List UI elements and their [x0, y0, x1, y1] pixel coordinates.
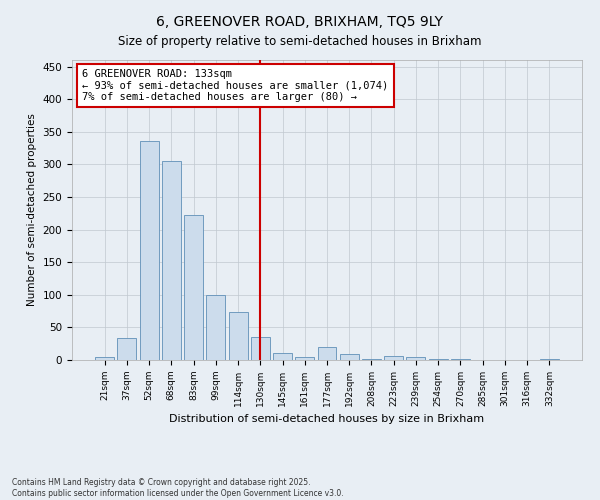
Bar [340, 354, 359, 360]
Bar [540, 358, 559, 360]
Bar [295, 356, 314, 360]
Bar [251, 336, 270, 360]
Bar [317, 347, 337, 360]
Bar [95, 356, 114, 360]
Bar [162, 161, 181, 360]
Bar [229, 312, 248, 360]
Text: Size of property relative to semi-detached houses in Brixham: Size of property relative to semi-detach… [118, 35, 482, 48]
Bar [140, 141, 158, 360]
Bar [273, 354, 292, 360]
X-axis label: Distribution of semi-detached houses by size in Brixham: Distribution of semi-detached houses by … [169, 414, 485, 424]
Bar [406, 358, 425, 360]
Bar [118, 338, 136, 360]
Text: Contains HM Land Registry data © Crown copyright and database right 2025.
Contai: Contains HM Land Registry data © Crown c… [12, 478, 344, 498]
Y-axis label: Number of semi-detached properties: Number of semi-detached properties [27, 114, 37, 306]
Bar [184, 215, 203, 360]
Text: 6 GREENOVER ROAD: 133sqm
← 93% of semi-detached houses are smaller (1,074)
7% of: 6 GREENOVER ROAD: 133sqm ← 93% of semi-d… [82, 69, 388, 102]
Text: 6, GREENOVER ROAD, BRIXHAM, TQ5 9LY: 6, GREENOVER ROAD, BRIXHAM, TQ5 9LY [157, 15, 443, 29]
Bar [206, 295, 225, 360]
Bar [362, 358, 381, 360]
Bar [384, 356, 403, 360]
Bar [429, 358, 448, 360]
